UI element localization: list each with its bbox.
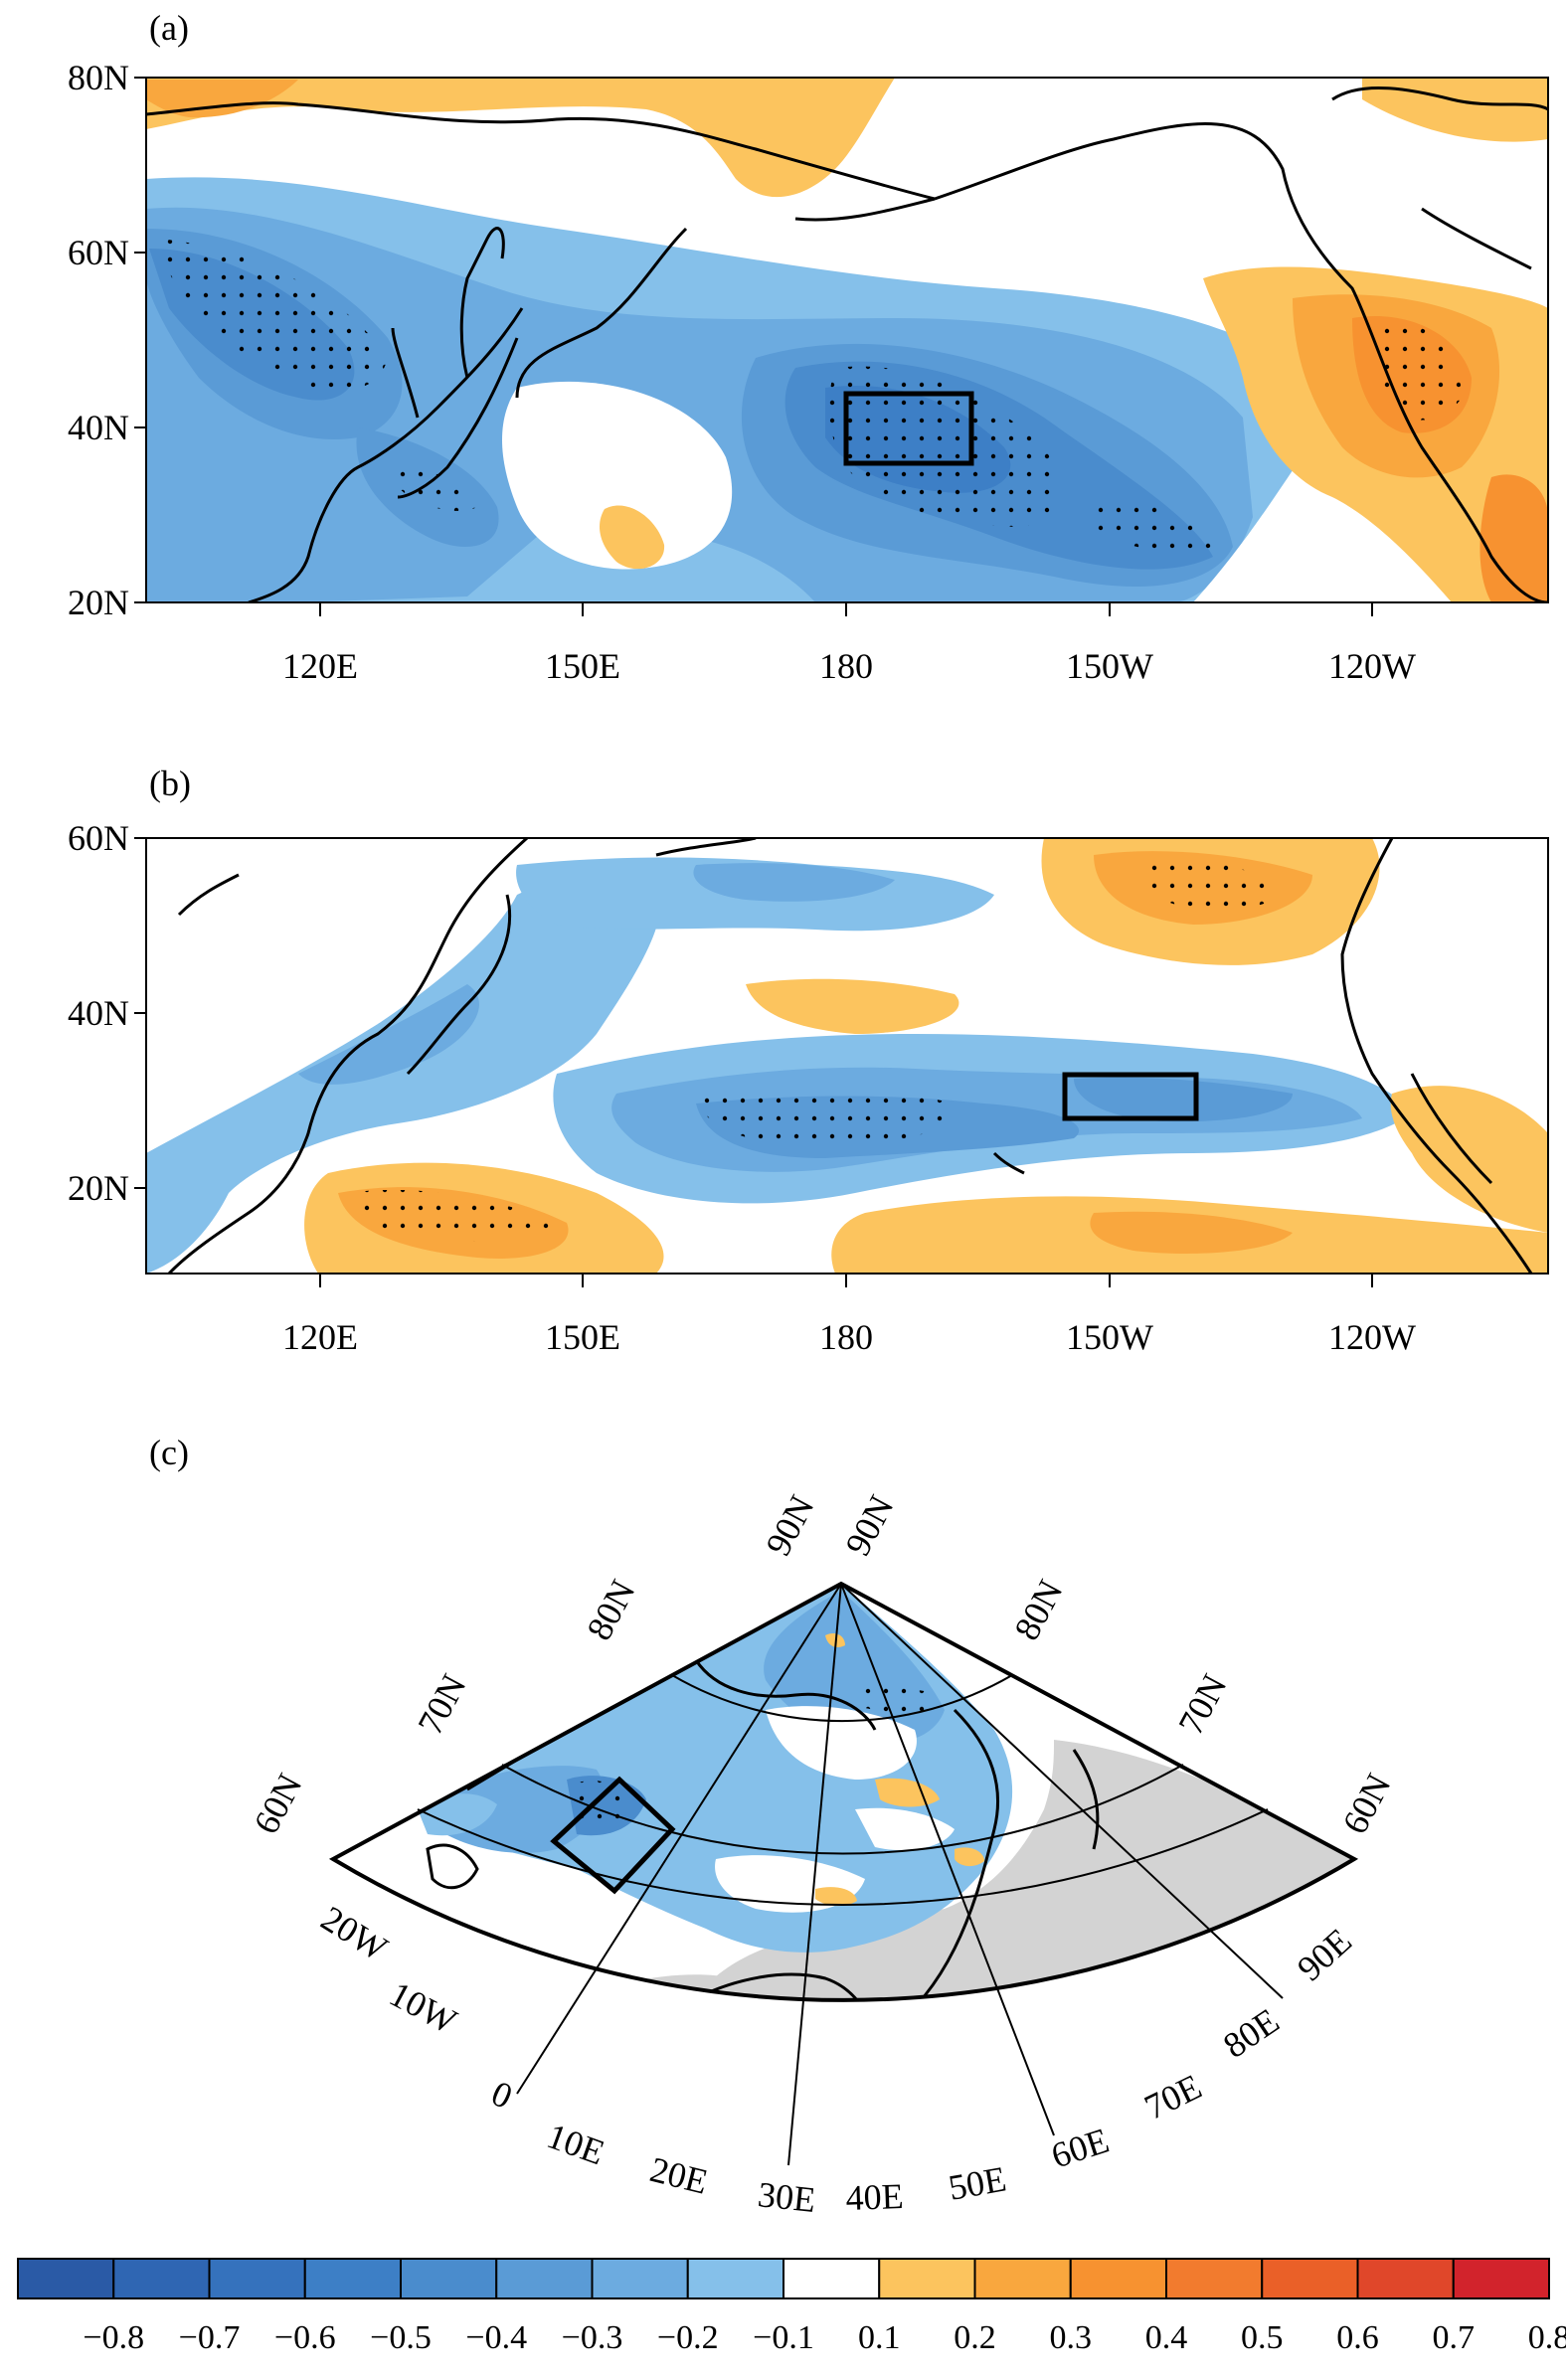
colorbar-swatch [973, 2258, 1072, 2299]
colorbar-swatch [878, 2258, 976, 2299]
panel-c-lon-label: 80E [1216, 2000, 1286, 2066]
panel-c-frame [328, 1581, 1359, 2002]
panel-b: (b) [68, 764, 1549, 1357]
panel-b-field [146, 838, 1548, 1274]
colorbar-tick-label: −0.6 [274, 2319, 336, 2356]
colorbar-swatch [1356, 2258, 1455, 2299]
panel-b-lon-label: 120W [1328, 1317, 1416, 1357]
panel-c-lon-label: 0 [486, 2073, 519, 2117]
panel-b-lat-labels: 60N 40N 20N [68, 818, 129, 1208]
panel-c-region-box [550, 1776, 676, 1895]
colorbar-swatch [400, 2258, 498, 2299]
panel-a-lat-label: 60N [68, 233, 129, 272]
panel-b-coastlines [167, 838, 1533, 1274]
colorbar-tick-label: 0.4 [1145, 2319, 1188, 2356]
colorbar-tick-label: 0.8 [1528, 2319, 1566, 2356]
colorbar-tick-label: −0.8 [83, 2319, 144, 2356]
panel-c-lat-label: 60N [1334, 1768, 1398, 1841]
panel-a-lon-label: 120E [282, 646, 358, 686]
colorbar-swatch [686, 2258, 784, 2299]
panel-a-lon-labels: 120E 150E 180 150W 120W [282, 646, 1416, 686]
colorbar-tick-label: 0.3 [1050, 2319, 1093, 2356]
panel-a-lat-labels: 80N 60N 40N 20N [68, 58, 129, 622]
panel-c-lat-label: 90N [758, 1489, 821, 1563]
panel-c-lon-label: 30E [756, 2174, 817, 2220]
colorbar-swatch [208, 2258, 306, 2299]
colorbar-swatch [591, 2258, 689, 2299]
panel-b-letter: (b) [149, 764, 191, 803]
colorbar: −0.8 −0.7 −0.6 −0.5 −0.4 −0.3 −0.2 −0.1 0.1 0.2 0.… [17, 2258, 1566, 2356]
colorbar-tick-label: −0.5 [370, 2319, 432, 2356]
panel-c-lon-label: 70E [1138, 2067, 1208, 2127]
panel-b-lon-label: 150W [1066, 1317, 1153, 1357]
panel-a-coastlines [146, 85, 1548, 602]
panel-c-lon-label: 10W [383, 1973, 463, 2041]
colorbar-tick-label: 0.6 [1336, 2319, 1379, 2356]
colorbar-swatch [1261, 2258, 1359, 2299]
panel-b-ticks [134, 837, 1373, 1287]
colorbar-tick-label: 0.7 [1433, 2319, 1476, 2356]
panel-a-lon-label: 180 [819, 646, 873, 686]
colorbar-swatch [303, 2258, 402, 2299]
colorbar-tick-label: −0.2 [657, 2319, 719, 2356]
panel-c-lon-label: 90E [1290, 1921, 1359, 1989]
colorbar-tick-label: −0.1 [753, 2319, 814, 2356]
colorbar-swatch [783, 2258, 881, 2299]
panel-c-lon-label: 40E [845, 2176, 904, 2218]
colorbar-tick-label: 0.1 [858, 2319, 901, 2356]
panel-c-lat-label: 90N [837, 1489, 901, 1563]
panel-a: (a) [68, 8, 1549, 686]
colorbar-tick-label: 0.2 [954, 2319, 996, 2356]
panel-a-lon-label: 150W [1066, 646, 1153, 686]
colorbar-tick-label: 0.5 [1241, 2319, 1284, 2356]
colorbar-swatch [1069, 2258, 1167, 2299]
panel-b-lat-label: 20N [68, 1168, 129, 1208]
panel-a-region-box [843, 391, 974, 466]
panel-a-lat-label: 40N [68, 408, 129, 447]
panel-a-lon-label: 120W [1328, 646, 1416, 686]
colorbar-swatch [17, 2258, 115, 2299]
panel-c-lon-label: 10E [542, 2116, 609, 2172]
colorbar-tick-label: −0.7 [179, 2319, 241, 2356]
colorbar-swatch [1452, 2258, 1550, 2299]
panel-c-lon-label: 50E [946, 2158, 1009, 2207]
panel-b-lat-label: 60N [68, 818, 129, 858]
panel-a-lat-label: 20N [68, 583, 129, 622]
panel-c-lat-label: 80N [579, 1574, 642, 1647]
panel-c-lat-label: 60N [246, 1768, 309, 1841]
panel-c-graticule [417, 1583, 1284, 2166]
panel-c-lon-label: 20E [646, 2149, 712, 2202]
colorbar-swatch [495, 2258, 594, 2299]
colorbar-swatch [1165, 2258, 1264, 2299]
colorbar-swatch [112, 2258, 211, 2299]
panel-b-region-box [1062, 1072, 1199, 1121]
panel-b-lon-label: 120E [282, 1317, 358, 1357]
panel-c-field [333, 1584, 1354, 2000]
panel-c-lat-label: 70N [1170, 1668, 1234, 1742]
panel-c-lon-label: 60E [1047, 2121, 1115, 2176]
panel-c-letter: (c) [149, 1433, 189, 1472]
colorbar-tick-label: −0.3 [562, 2319, 623, 2356]
panel-a-letter: (a) [149, 8, 189, 48]
panel-b-lat-label: 40N [68, 993, 129, 1033]
panel-a-lat-label: 80N [68, 58, 129, 97]
panel-c-lat-label: 70N [410, 1668, 473, 1742]
panel-a-lon-label: 150E [545, 646, 620, 686]
panel-c: (c) [149, 1433, 1399, 2220]
panel-b-lon-label: 150E [545, 1317, 620, 1357]
colorbar-tick-label: −0.4 [465, 2319, 527, 2356]
panel-c-lon-label: 20W [314, 1898, 395, 1968]
panel-b-lon-labels: 120E 150E 180 150W 120W [282, 1317, 1416, 1357]
panel-b-lon-label: 180 [819, 1317, 873, 1357]
panel-a-ticks [134, 77, 1373, 616]
panel-a-field [146, 78, 1548, 602]
panel-c-lat-label: 80N [1006, 1574, 1070, 1647]
